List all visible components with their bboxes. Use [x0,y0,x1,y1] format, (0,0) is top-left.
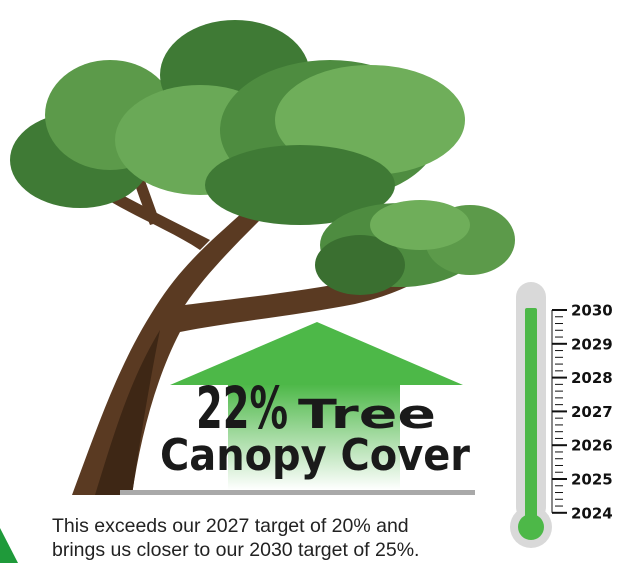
ground-line [120,490,475,495]
thermometer [510,282,552,548]
year-label: 2028 [571,369,613,387]
year-label: 2027 [571,403,613,421]
headline-line2: Canopy Cover [160,430,470,481]
infographic: 22% Tree Canopy Cover This exceeds our 2… [0,0,626,563]
year-label: 2030 [571,302,613,320]
body-line1: This exceeds our 2027 target of 20% and [52,515,409,537]
thermometer-fill [525,308,537,523]
year-label: 2025 [571,471,613,489]
page: {"headline": {"percent": "22%", "line1":… [0,0,626,563]
year-label: 2024 [571,504,613,522]
year-label: 2029 [571,335,613,353]
corner-accent [0,528,18,563]
body-line2: brings us closer to our 2030 target of 2… [52,539,419,561]
thermometer-bulb-fill [518,514,544,540]
year-label: 2026 [571,437,613,455]
